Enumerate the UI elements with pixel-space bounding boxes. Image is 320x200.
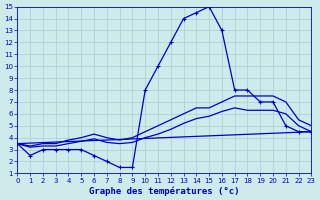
X-axis label: Graphe des températures (°c): Graphe des températures (°c): [89, 186, 240, 196]
